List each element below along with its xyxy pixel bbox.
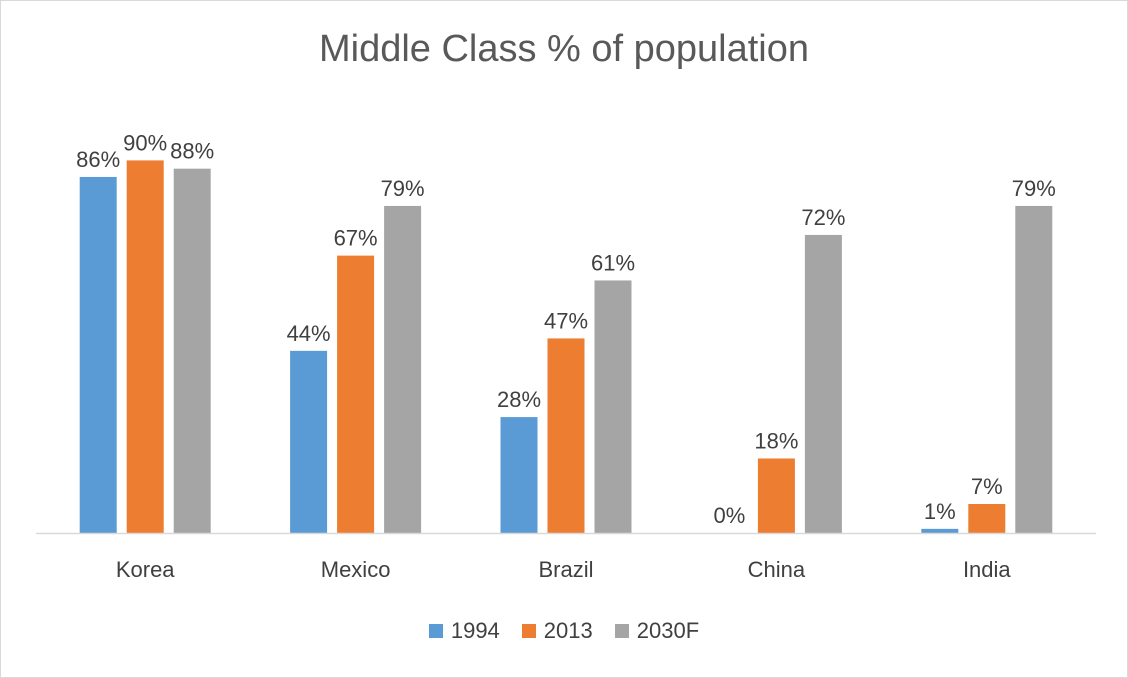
data-label-china-2013: 18%	[754, 428, 798, 453]
bar-brazil-2013	[547, 338, 585, 533]
data-label-brazil-1994: 28%	[497, 387, 541, 412]
bar-india-2030f	[1015, 205, 1053, 533]
legend-item-2013: 2013	[521, 618, 593, 644]
legend-item-2030f: 2030F	[614, 618, 700, 644]
legend: 1994 2013 2030F	[0, 618, 1128, 644]
data-label-china-1994: 0%	[714, 503, 746, 528]
legend-label-2030f: 2030F	[636, 618, 700, 643]
legend-swatch-2030f	[614, 624, 629, 638]
bar-india-2013	[968, 504, 1006, 533]
data-label-india-2030f: 79%	[1012, 176, 1056, 201]
bar-brazil-2030f	[594, 280, 632, 533]
bar-mexico-2013	[337, 255, 375, 533]
x-tick-label-mexico: Mexico	[321, 557, 391, 582]
bar-korea-2030f	[173, 168, 211, 533]
bar-china-2013	[757, 458, 795, 533]
data-label-korea-1994: 86%	[76, 147, 120, 172]
bar-mexico-2030f	[384, 205, 422, 533]
data-label-korea-2030f: 88%	[170, 139, 214, 164]
data-label-brazil-2030f: 61%	[591, 250, 635, 275]
legend-label-2013: 2013	[543, 618, 593, 643]
bar-korea-2013	[126, 160, 164, 533]
bar-mexico-1994	[290, 350, 328, 533]
bar-korea-1994	[79, 176, 117, 533]
data-label-mexico-2013: 67%	[334, 226, 378, 251]
data-label-china-2030f: 72%	[801, 205, 845, 230]
data-label-india-1994: 1%	[924, 499, 956, 524]
legend-label-1994: 1994	[450, 618, 500, 643]
x-tick-label-korea: Korea	[116, 557, 175, 582]
bar-brazil-1994	[500, 417, 538, 533]
data-label-brazil-2013: 47%	[544, 308, 588, 333]
legend-swatch-2013	[521, 624, 536, 638]
chart-title: Middle Class % of population	[318, 28, 810, 70]
data-label-mexico-2030f: 79%	[381, 176, 425, 201]
data-label-mexico-1994: 44%	[287, 321, 331, 346]
x-tick-label-brazil: Brazil	[538, 557, 593, 582]
bar-india-1994	[921, 528, 959, 533]
bar-china-2030f	[804, 234, 842, 534]
data-label-korea-2013: 90%	[123, 130, 167, 155]
x-tick-label-india: India	[963, 557, 1011, 582]
legend-item-1994: 1994	[428, 618, 500, 644]
legend-swatch-1994	[428, 624, 443, 638]
data-label-india-2013: 7%	[971, 474, 1003, 499]
x-tick-label-china: China	[748, 557, 806, 582]
